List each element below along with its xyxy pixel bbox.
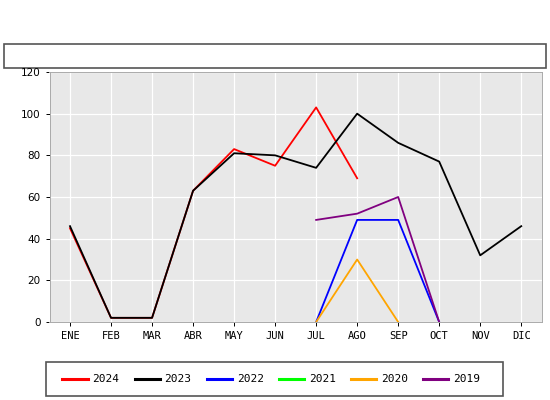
2024: [190, 188, 196, 193]
2022: [354, 218, 360, 222]
2019: [436, 320, 443, 324]
2024: [148, 316, 155, 320]
2019: [395, 194, 402, 199]
Text: 2020: 2020: [381, 374, 408, 384]
Line: 2022: 2022: [316, 220, 439, 322]
Text: 2024: 2024: [92, 374, 119, 384]
2020: [313, 320, 320, 324]
Line: 2023: 2023: [70, 114, 521, 318]
2023: [436, 159, 443, 164]
2024: [313, 105, 320, 110]
FancyBboxPatch shape: [4, 44, 546, 68]
FancyBboxPatch shape: [46, 362, 503, 396]
2023: [190, 188, 196, 193]
2024: [354, 176, 360, 181]
2023: [108, 316, 114, 320]
2023: [477, 253, 483, 258]
2023: [272, 153, 278, 158]
2024: [108, 316, 114, 320]
2023: [67, 224, 73, 228]
2019: [354, 211, 360, 216]
Text: http://www.foro-ciudad.com: http://www.foro-ciudad.com: [361, 51, 536, 61]
2023: [231, 151, 238, 156]
Line: 2019: 2019: [316, 197, 439, 322]
2024: [231, 147, 238, 152]
2024: [272, 163, 278, 168]
Text: 2019 - 2024: 2019 - 2024: [14, 51, 88, 61]
2020: [354, 257, 360, 262]
2023: [313, 166, 320, 170]
2023: [518, 224, 525, 228]
Text: Evolucion Nº Turistas Extranjeros en el municipio de Frómista: Evolucion Nº Turistas Extranjeros en el …: [31, 14, 519, 28]
2019: [313, 218, 320, 222]
Text: 2021: 2021: [309, 374, 336, 384]
2023: [395, 140, 402, 145]
Text: 2022: 2022: [236, 374, 263, 384]
2023: [148, 316, 155, 320]
2022: [395, 218, 402, 222]
2020: [395, 320, 402, 324]
2022: [436, 320, 443, 324]
Text: 2023: 2023: [164, 374, 191, 384]
2024: [67, 226, 73, 231]
Line: 2024: 2024: [70, 108, 357, 318]
2022: [313, 320, 320, 324]
2023: [354, 111, 360, 116]
Line: 2020: 2020: [316, 260, 398, 322]
Text: 2019: 2019: [453, 374, 480, 384]
